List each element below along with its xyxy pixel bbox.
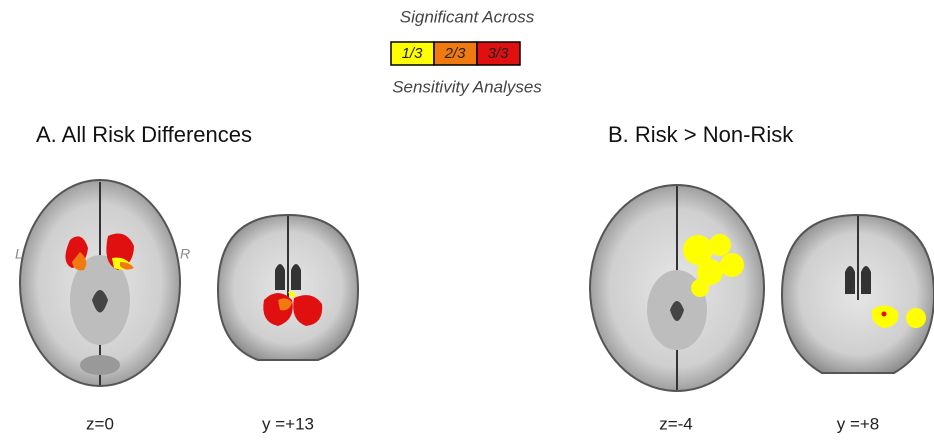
slice-label: y =+13 [262,414,314,433]
slice-label: y =+8 [837,414,880,433]
legend-label: 3/3 [488,45,510,62]
slice-label: z=0 [86,414,114,433]
legend-label: 1/3 [402,45,424,62]
legend-subtitle: Sensitivity Analyses [392,77,542,96]
legend-scale: 1/3 2/3 3/3 [391,42,520,65]
figure: Significant Across 1/3 2/3 3/3 Sensitivi… [0,0,934,441]
coronal-slice [782,215,934,373]
legend-label: 2/3 [444,45,467,62]
axial-slice [590,185,764,391]
legend-title: Significant Across [400,7,535,26]
panel-title: B. Risk > Non-Risk [608,122,794,147]
axial-slice [20,180,180,386]
side-label: R [180,246,190,262]
coronal-slice [218,215,358,360]
side-label: L [15,246,23,262]
panel-title: A. All Risk Differences [36,122,252,147]
slice-label: z=-4 [659,414,693,433]
